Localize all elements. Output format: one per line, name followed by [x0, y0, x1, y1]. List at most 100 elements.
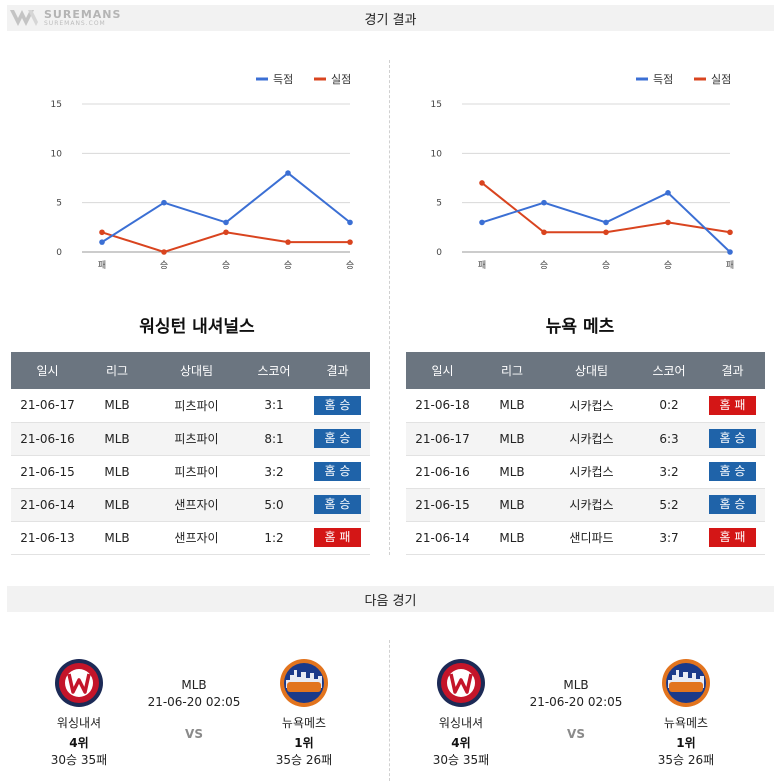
cell-score: 1:2 — [243, 521, 305, 555]
table-row[interactable]: 21-06-15 MLB 시카컵스 5:2 홈 승 — [406, 488, 765, 522]
mets-logo-icon — [280, 659, 328, 707]
cell-result: 홈 승 — [700, 488, 765, 522]
table-row[interactable]: 21-06-14 MLB 샌디파드 3:7 홈 패 — [406, 521, 765, 555]
cell-opponent: 샌디파드 — [545, 521, 638, 555]
table-row[interactable]: 21-06-16 MLB 시카컵스 3:2 홈 승 — [406, 455, 765, 489]
data-point-scored — [347, 219, 353, 226]
y-tick-label: 5 — [56, 199, 62, 209]
data-point-conceded — [603, 229, 609, 236]
brand-logo[interactable]: SUREMANS SUREMANS.COM — [8, 6, 121, 30]
cell-league: MLB — [84, 521, 150, 555]
next-match-home-team[interactable]: 워싱내셔 4위 30승 35패 — [416, 640, 506, 768]
data-point-conceded — [541, 229, 547, 236]
cell-score: 3:7 — [638, 521, 700, 555]
cell-result: 홈 승 — [305, 455, 370, 489]
line-chart-svg: 0 5 10 15 패 승 승 승 패 득점 실점 — [431, 73, 735, 271]
next-match-home-team[interactable]: 워싱내셔 4위 30승 35패 — [34, 640, 124, 768]
column-header: 상대팀 — [545, 352, 638, 389]
cell-opponent: 샌프자이 — [150, 488, 243, 522]
table-row[interactable]: 21-06-18 MLB 시카컵스 0:2 홈 패 — [406, 389, 765, 423]
team-1-results-table: 일시 리그 상대팀 스코어 결과 21-06-17 MLB 피츠파이 3:1 홈 승 21-06-… — [11, 352, 370, 555]
x-tick-label: 승 — [540, 260, 548, 271]
result-badge: 홈 패 — [314, 528, 361, 547]
cell-date: 21-06-17 — [406, 422, 479, 456]
data-point-scored — [99, 239, 105, 245]
cell-score: 6:3 — [638, 422, 700, 456]
cell-league: MLB — [479, 389, 545, 423]
result-badge: 홈 승 — [709, 495, 756, 514]
cell-date: 21-06-13 — [11, 521, 84, 555]
data-point-conceded — [99, 229, 105, 236]
next-match-card[interactable]: 워싱내셔 4위 30승 35패 뉴욕메츠 1위 35승 26패 MLB 21-06-20 02… — [416, 640, 736, 770]
cell-result: 홈 승 — [305, 389, 370, 423]
cell-opponent: 시카컵스 — [545, 488, 638, 522]
result-badge: 홈 승 — [314, 429, 361, 448]
column-header: 일시 — [11, 352, 84, 389]
table-row[interactable]: 21-06-16 MLB 피츠파이 8:1 홈 승 — [11, 422, 370, 456]
data-point-scored — [541, 199, 547, 206]
y-tick-label: 0 — [436, 248, 442, 258]
table-row[interactable]: 21-06-17 MLB 시카컵스 6:3 홈 승 — [406, 422, 765, 456]
brand-name: SUREMANS — [44, 8, 122, 21]
x-tick-label: 승 — [284, 260, 292, 271]
cell-result: 홈 패 — [700, 521, 765, 555]
y-tick-label: 15 — [431, 100, 442, 110]
cell-opponent: 시카컵스 — [545, 422, 638, 456]
next-match-card[interactable]: 워싱내셔 4위 30승 35패 뉴욕메츠 1위 35승 26패 MLB 21-06-20 02… — [34, 640, 354, 770]
next-match-away-team[interactable]: 뉴욕메츠 1위 35승 26패 — [641, 640, 731, 768]
column-header: 일시 — [406, 352, 479, 389]
table-row[interactable]: 21-06-15 MLB 피츠파이 3:2 홈 승 — [11, 455, 370, 489]
cell-league: MLB — [84, 389, 150, 423]
table-row[interactable]: 21-06-14 MLB 샌프자이 5:0 홈 승 — [11, 488, 370, 522]
results-section-header: 경기 결과 — [7, 5, 774, 31]
team-name: 뉴욕메츠 — [663, 716, 709, 730]
nationals-logo-icon — [436, 658, 486, 708]
match-league: MLB — [181, 678, 207, 692]
team-1-title: 워싱턴 내셔널스 — [139, 317, 255, 337]
data-point-conceded — [285, 239, 291, 245]
team-rank: 4위 — [451, 736, 471, 750]
next-match-away-team[interactable]: 뉴욕메츠 1위 35승 26패 — [259, 640, 349, 768]
data-point-scored — [727, 249, 733, 255]
column-header: 스코어 — [638, 352, 700, 389]
cell-opponent: 샌프자이 — [150, 521, 243, 555]
result-badge: 홈 패 — [709, 528, 756, 547]
table-header-row: 일시 리그 상대팀 스코어 결과 — [406, 352, 765, 389]
team-2-results-table: 일시 리그 상대팀 스코어 결과 21-06-18 MLB 시카컵스 0:2 홈 패 21-06-… — [406, 352, 765, 555]
column-divider-top — [389, 60, 390, 555]
cell-date: 21-06-14 — [406, 521, 479, 555]
x-tick-label: 승 — [346, 260, 354, 271]
team-name: 워싱내셔 — [56, 716, 102, 730]
team-1-score-chart: 0 5 10 15 패 승 승 승 승 득점 실점 — [20, 60, 380, 290]
next-games-section-header: 다음 경기 — [7, 586, 774, 612]
cell-opponent: 피츠파이 — [150, 422, 243, 456]
cell-score: 5:0 — [243, 488, 305, 522]
team-record: 35승 26패 — [657, 753, 715, 767]
cell-result: 홈 승 — [305, 488, 370, 522]
data-point-conceded — [727, 229, 733, 236]
vs-label: VS — [185, 727, 203, 741]
data-point-scored — [603, 219, 609, 226]
cell-score: 3:2 — [243, 455, 305, 489]
table-row[interactable]: 21-06-13 MLB 샌프자이 1:2 홈 패 — [11, 521, 370, 555]
cell-score: 3:1 — [243, 389, 305, 423]
team-name: 워싱내셔 — [438, 716, 484, 730]
cell-league: MLB — [84, 422, 150, 456]
x-tick-label: 승 — [664, 260, 672, 271]
cell-opponent: 피츠파이 — [150, 455, 243, 489]
next-match-info: MLB 21-06-20 02:05 VS — [511, 678, 641, 741]
cell-league: MLB — [479, 488, 545, 522]
cell-date: 21-06-14 — [11, 488, 84, 522]
results-section-title: 경기 결과 — [364, 12, 417, 28]
cell-opponent: 피츠파이 — [150, 389, 243, 423]
match-datetime: 21-06-20 02:05 — [147, 695, 241, 709]
cell-opponent: 시카컵스 — [545, 389, 638, 423]
result-badge: 홈 승 — [709, 429, 756, 448]
legend-label-scored: 득점 — [653, 73, 673, 86]
x-tick-label: 승 — [222, 260, 230, 271]
result-badge: 홈 승 — [314, 395, 361, 415]
column-header: 결과 — [700, 352, 765, 389]
cell-result: 홈 승 — [305, 422, 370, 456]
data-point-scored — [665, 190, 671, 196]
table-row[interactable]: 21-06-17 MLB 피츠파이 3:1 홈 승 — [11, 389, 370, 423]
